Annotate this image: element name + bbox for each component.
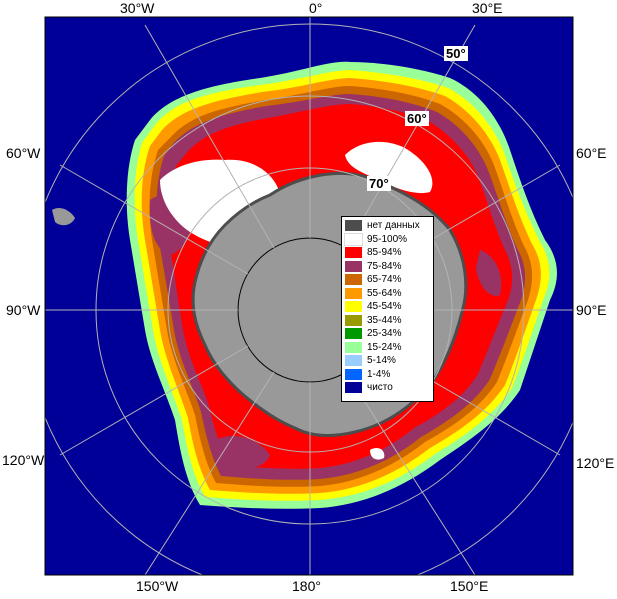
meridian-150e [345, 371, 476, 575]
lat-label-70: 70° [367, 176, 391, 191]
ice-patch-white-east [345, 141, 433, 194]
meridian-60w [59, 164, 249, 275]
legend-item: 45-54% [342, 300, 435, 314]
meridian-150w [144, 371, 275, 575]
lon-label-0: 0° [309, 0, 323, 16]
legend-swatch [345, 314, 362, 326]
legend-label: 35-44% [367, 314, 402, 326]
legend: нет данных 95-100% 85-94% 75-84% 65-74% 55-64… [341, 216, 434, 402]
lat-label-60: 60° [405, 111, 429, 126]
lon-label-120w: 120°W [2, 452, 45, 468]
legend-item: 35-44% [342, 314, 435, 328]
legend-swatch [345, 341, 362, 353]
lat-label-50: 50° [444, 46, 468, 61]
legend-item: 25-34% [342, 327, 435, 341]
lon-label-120e: 120°E [576, 455, 615, 471]
legend-swatch [345, 382, 362, 393]
lon-label-150e: 150°E [450, 578, 489, 594]
legend-item: 95-100% [342, 232, 435, 247]
lon-label-150w: 150°W [136, 578, 179, 594]
lon-label-30e: 30°E [472, 0, 503, 16]
lon-label-60e: 60°E [576, 145, 607, 161]
legend-label: 5-14% [367, 355, 396, 366]
lon-label-30w: 30°W [120, 0, 155, 16]
legend-label: 25-34% [367, 328, 402, 339]
legend-label: 75-84% [367, 260, 402, 272]
legend-item: 1-4% [342, 368, 435, 382]
legend-swatch [345, 247, 362, 258]
legend-item: нет данных [342, 219, 435, 233]
legend-swatch [345, 368, 362, 380]
legend-label: 1-4% [367, 368, 391, 380]
legend-label: 15-24% [367, 341, 402, 353]
ice-patch-purple-2 [215, 435, 270, 469]
legend-item: 65-74% [342, 273, 435, 287]
legend-item: 15-24% [342, 341, 435, 355]
legend-item: 85-94% [342, 246, 435, 260]
legend-item: чисто [342, 381, 435, 395]
meridian-30e [345, 24, 476, 249]
legend-label: 85-94% [367, 247, 402, 258]
legend-label: 95-100% [367, 233, 408, 245]
lon-label-90w: 90°W [6, 302, 41, 318]
meridian-30w [144, 24, 275, 249]
legend-label: 45-54% [367, 301, 402, 312]
legend-swatch [344, 232, 363, 246]
legend-swatch [345, 355, 362, 366]
ice-patch-purple-3 [476, 250, 502, 296]
legend-swatch [345, 220, 362, 231]
legend-label: 55-64% [367, 287, 402, 299]
legend-item: 5-14% [342, 354, 435, 368]
legend-label: нет данных [367, 220, 420, 231]
map-frame [44, 16, 574, 576]
land-fragment [52, 207, 75, 226]
legend-swatch [345, 287, 362, 299]
legend-label: 65-74% [367, 274, 402, 285]
legend-swatch [345, 328, 362, 339]
legend-swatch [345, 274, 362, 285]
lon-label-90e: 90°E [576, 302, 607, 318]
legend-label: чисто [367, 382, 393, 393]
ice-patch-white-small [370, 447, 385, 460]
lon-label-60w: 60°W [6, 145, 41, 161]
legend-swatch [345, 260, 362, 272]
lon-label-180: 180° [292, 578, 321, 594]
legend-swatch [345, 301, 362, 312]
legend-item: 55-64% [342, 287, 435, 301]
legend-item: 75-84% [342, 260, 435, 274]
meridian-120w [59, 345, 249, 456]
